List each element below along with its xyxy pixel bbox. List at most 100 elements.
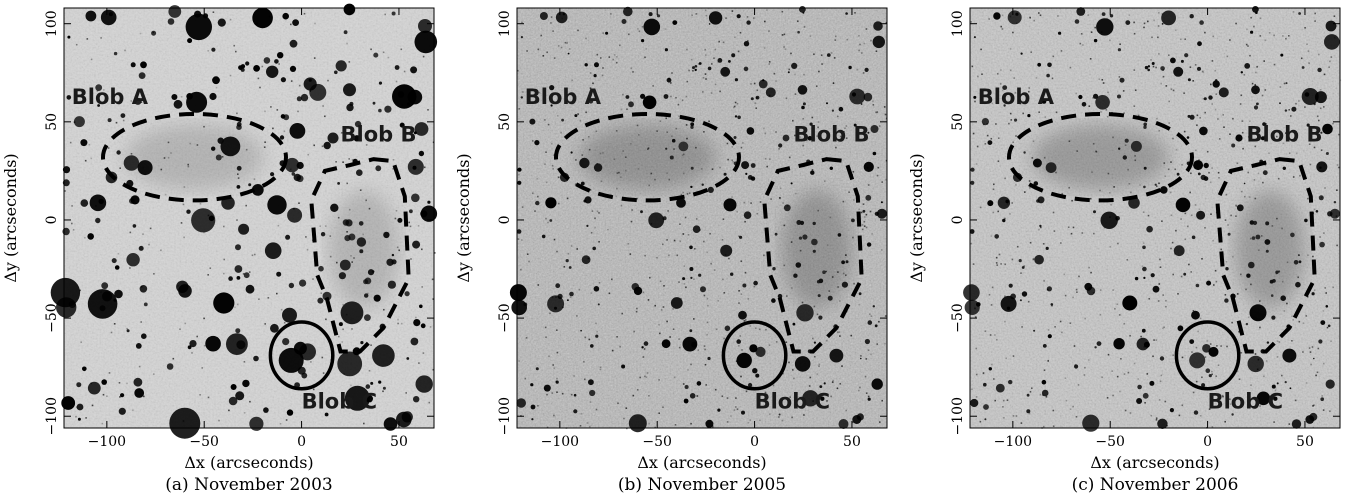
star [864, 67, 869, 72]
noise-speck [1268, 32, 1271, 34]
noise-speck [709, 232, 711, 235]
noise-speck [524, 377, 527, 380]
noise-speck [1281, 374, 1283, 377]
star [872, 35, 885, 49]
noise-speck [818, 363, 821, 366]
noise-speck [839, 335, 841, 337]
star [752, 368, 758, 374]
noise-speck [848, 191, 850, 193]
star [1094, 346, 1097, 349]
noise-speck [100, 93, 103, 95]
noise-speck [869, 313, 871, 315]
noise-speck [731, 196, 733, 198]
noise-speck [1000, 25, 1002, 28]
noise-speck [975, 373, 978, 376]
noise-speck [666, 239, 668, 241]
noise-speck [632, 71, 634, 73]
noise-speck [988, 18, 990, 20]
noise-speck [722, 41, 725, 44]
star [1327, 324, 1331, 328]
noise-speck [587, 257, 590, 260]
diffuse-glow-c [1031, 124, 1305, 309]
noise-speck [759, 201, 762, 203]
noise-speck [742, 142, 744, 144]
noise-speck [839, 135, 842, 138]
star [717, 58, 723, 63]
blob-b-glow [1234, 190, 1305, 309]
star [372, 101, 376, 105]
y-tick-label: 50 [497, 113, 513, 131]
noise-speck [1014, 91, 1017, 94]
noise-speck [557, 45, 560, 47]
noise-speck [1181, 356, 1184, 359]
noise-speck [858, 303, 860, 306]
noise-speck [737, 50, 740, 53]
noise-speck [1254, 84, 1256, 86]
star [138, 245, 144, 251]
star [517, 167, 522, 172]
noise-speck [853, 282, 855, 285]
noise-speck [248, 271, 251, 273]
noise-speck [1147, 214, 1150, 217]
noise-speck [556, 351, 559, 354]
noise-speck [647, 299, 650, 301]
star [1143, 125, 1147, 129]
star [236, 276, 241, 280]
noise-speck [233, 44, 235, 47]
star [116, 150, 121, 155]
noise-speck [1168, 100, 1170, 103]
noise-speck [395, 210, 398, 212]
noise-speck [749, 419, 752, 421]
noise-speck [673, 376, 676, 379]
noise-speck [560, 131, 562, 134]
noise-speck [1107, 353, 1110, 356]
noise-speck [843, 131, 845, 133]
star [813, 341, 817, 344]
star [567, 52, 570, 55]
noise-speck [1134, 89, 1137, 91]
noise-speck [547, 221, 549, 224]
star [378, 380, 382, 384]
noise-speck [1314, 20, 1316, 22]
noise-speck [1032, 258, 1035, 261]
noise-speck [717, 300, 719, 302]
star [413, 396, 420, 403]
noise-speck [783, 46, 785, 48]
noise-speck [325, 318, 327, 321]
noise-speck [1307, 50, 1310, 52]
noise-speck [725, 17, 727, 19]
star [113, 298, 117, 302]
noise-speck [997, 137, 1000, 139]
star [863, 92, 873, 102]
noise-speck [1283, 82, 1286, 85]
noise-speck [804, 132, 806, 135]
noise-speck [1180, 38, 1182, 41]
star [406, 357, 410, 360]
noise-speck [1137, 378, 1139, 380]
noise-speck [350, 384, 352, 387]
y-tick-label: −100 [497, 397, 513, 435]
noise-speck [602, 32, 604, 34]
star [1026, 393, 1030, 397]
noise-speck [738, 235, 740, 238]
noise-speck [645, 376, 648, 378]
noise-speck [1172, 89, 1175, 92]
star [1225, 267, 1229, 271]
noise-speck [537, 195, 539, 198]
noise-speck [1213, 284, 1215, 286]
noise-speck [584, 378, 586, 381]
noise-speck [1129, 334, 1131, 337]
noise-speck [747, 298, 749, 300]
star [213, 292, 235, 314]
noise-speck [699, 229, 701, 231]
noise-speck [750, 177, 752, 179]
noise-speck [322, 105, 324, 107]
caption-c: (c) November 2006 [1072, 475, 1239, 495]
noise-speck [783, 224, 786, 227]
noise-speck [613, 54, 616, 56]
noise-speck [835, 35, 837, 38]
noise-speck [1183, 92, 1185, 94]
noise-speck [1142, 211, 1145, 213]
noise-speck [403, 70, 406, 73]
noise-speck [1004, 217, 1006, 220]
